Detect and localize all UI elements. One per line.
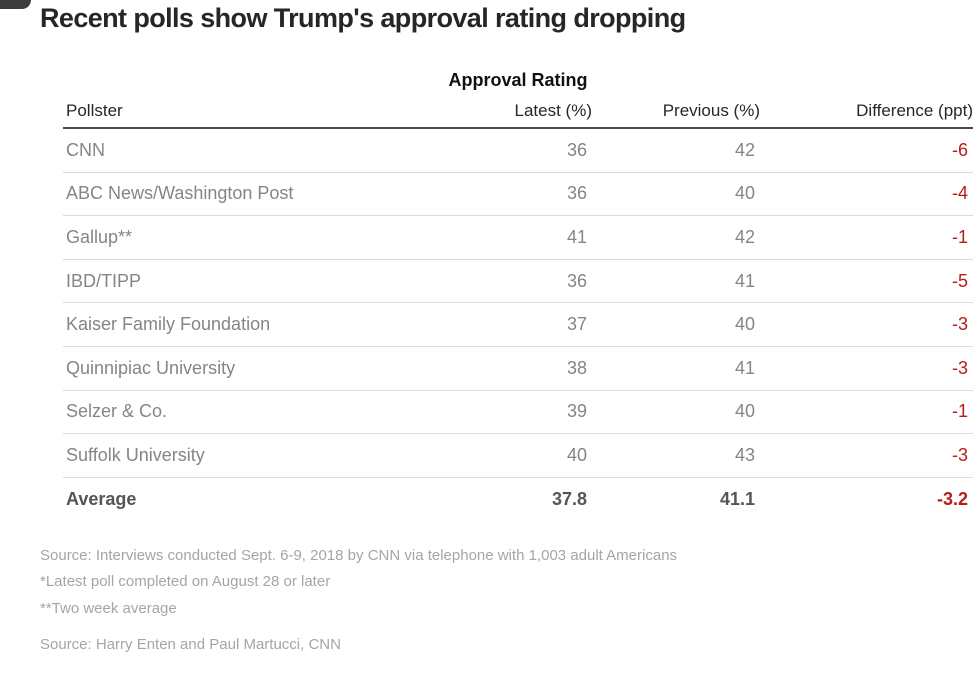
cell-previous: 41 xyxy=(734,357,755,378)
table-row: Quinnipiac University 38 41 -3 xyxy=(63,347,973,391)
column-header-previous: Previous (%) xyxy=(662,101,760,120)
cell-difference: -4 xyxy=(951,183,968,204)
cell-latest: 40 xyxy=(566,444,587,465)
cell-difference: -1 xyxy=(951,226,968,247)
cell-pollster: Average xyxy=(66,489,137,510)
column-header-pollster: Pollster xyxy=(66,101,123,120)
table-row: Suffolk University 40 43 -3 xyxy=(63,434,973,478)
cell-difference: -1 xyxy=(951,401,968,422)
cell-latest: 36 xyxy=(566,270,587,291)
cell-latest: 36 xyxy=(566,183,587,204)
footnote-source: Source: Interviews conducted Sept. 6-9, … xyxy=(40,546,678,564)
cell-previous: 42 xyxy=(734,139,755,160)
cell-difference: -3 xyxy=(951,444,968,465)
table-row: CNN 36 42 -6 xyxy=(63,129,973,173)
cell-difference: -3 xyxy=(951,357,968,378)
cell-pollster: Suffolk University xyxy=(66,444,205,465)
cell-pollster: IBD/TIPP xyxy=(66,270,142,291)
cell-previous: 41 xyxy=(734,270,755,291)
footnote-2stars: **Two week average xyxy=(40,599,177,617)
cell-difference: -3 xyxy=(951,314,968,335)
table-row-average: Average 37.8 41.1 -3.2 xyxy=(63,478,973,522)
cell-difference: -5 xyxy=(951,270,968,291)
cell-previous: 41.1 xyxy=(719,489,755,510)
table-row: IBD/TIPP 36 41 -5 xyxy=(63,260,973,304)
cell-previous: 42 xyxy=(734,226,755,247)
cell-previous: 40 xyxy=(734,314,755,335)
footnotes: Source: Interviews conducted Sept. 6-9, … xyxy=(40,543,980,659)
cell-pollster: Gallup** xyxy=(66,226,133,247)
table-row: Selzer & Co. 39 40 -1 xyxy=(63,391,973,435)
table-row: Kaiser Family Foundation 37 40 -3 xyxy=(63,303,973,347)
cell-difference: -3.2 xyxy=(936,489,968,510)
cell-latest: 37.8 xyxy=(551,489,587,510)
page-title: Recent polls show Trump's approval ratin… xyxy=(40,3,686,33)
cell-pollster: ABC News/Washington Post xyxy=(66,183,294,204)
table-header-row: Pollster Latest (%) Previous (%) Differe… xyxy=(63,91,973,129)
cell-latest: 37 xyxy=(566,314,587,335)
cell-latest: 36 xyxy=(566,139,587,160)
cell-difference: -6 xyxy=(951,139,968,160)
cell-pollster: Quinnipiac University xyxy=(66,357,236,378)
cell-previous: 40 xyxy=(734,183,755,204)
cell-pollster: CNN xyxy=(66,139,105,160)
cell-pollster: Kaiser Family Foundation xyxy=(66,314,271,335)
corner-notch xyxy=(0,0,31,9)
column-header-difference: Difference (ppt) xyxy=(856,101,973,120)
cell-latest: 38 xyxy=(566,357,587,378)
table-row: Gallup** 41 42 -1 xyxy=(63,216,973,260)
cell-previous: 43 xyxy=(734,444,755,465)
cell-pollster: Selzer & Co. xyxy=(66,401,168,422)
polls-table: Approval Rating Pollster Latest (%) Prev… xyxy=(63,70,973,522)
table-row: ABC News/Washington Post 36 40 -4 xyxy=(63,173,973,217)
cell-latest: 39 xyxy=(566,401,587,422)
cell-latest: 41 xyxy=(566,226,587,247)
table-body: CNN 36 42 -6 ABC News/Washington Post 36 40 -4 G… xyxy=(63,129,973,478)
credit-line: Source: Harry Enten and Paul Martucci, C… xyxy=(40,636,341,654)
footnote-star: *Latest poll completed on August 28 or l… xyxy=(40,573,331,591)
cell-previous: 40 xyxy=(734,401,755,422)
table-caption: Approval Rating xyxy=(448,70,588,90)
column-header-latest: Latest (%) xyxy=(514,101,592,120)
